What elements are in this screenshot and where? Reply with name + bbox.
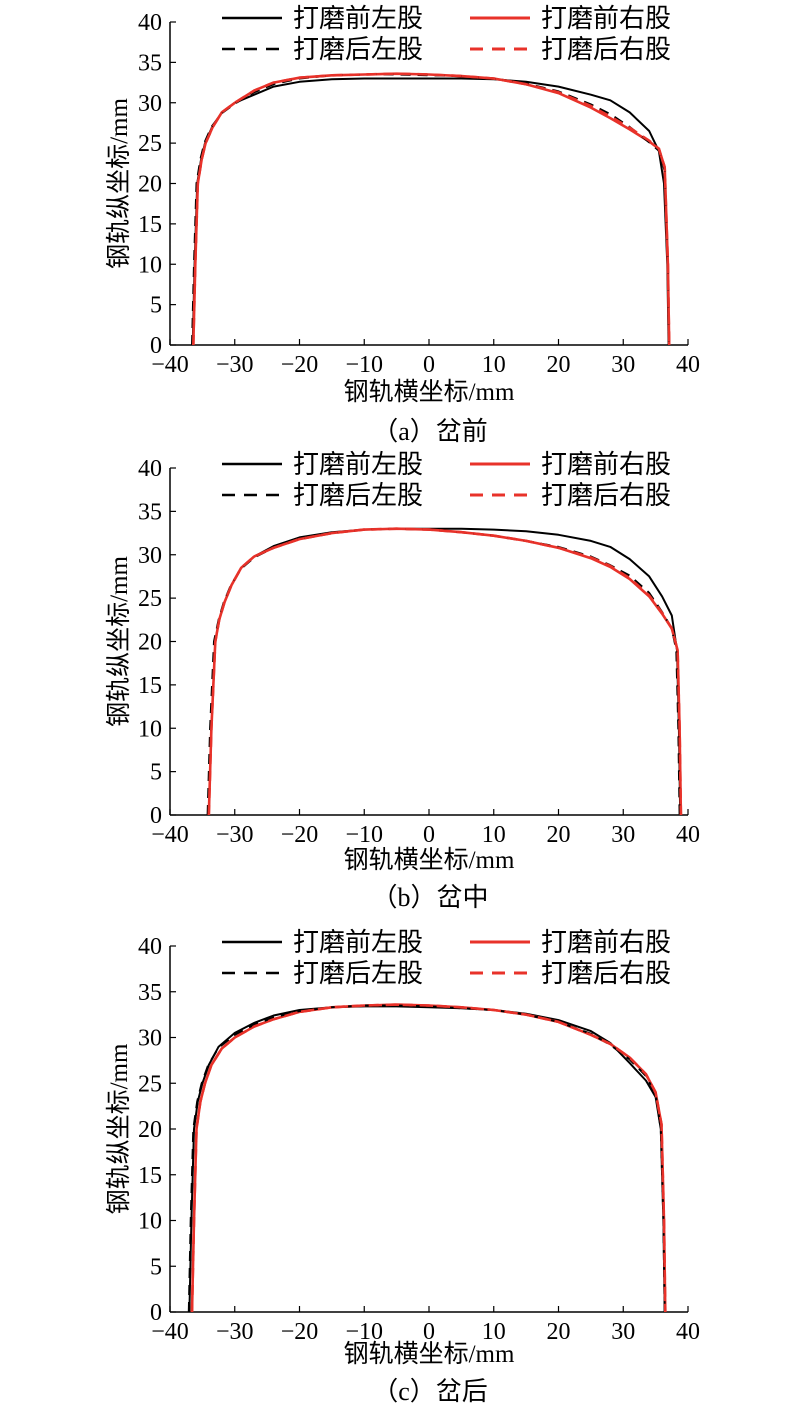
series-line-1 xyxy=(192,72,671,346)
x-tick-label: 20 xyxy=(547,1319,571,1345)
panel-caption: （c）岔后 xyxy=(372,1377,488,1406)
x-tick-label: −40 xyxy=(151,1319,189,1345)
series-line-3 xyxy=(190,1003,667,1313)
chart-panel-2: −40 −30 −20 −10 0 10 20 30 40 0 5 10 15 20 25 30 35 40 钢轨横… xyxy=(105,928,700,1406)
y-tick-label: 0 xyxy=(150,1300,162,1326)
x-tick-label: −30 xyxy=(216,352,254,378)
x-tick-label: −20 xyxy=(281,1319,319,1345)
y-tick-label: 25 xyxy=(138,131,162,157)
y-tick-label: 35 xyxy=(138,980,162,1006)
x-tick-label: 30 xyxy=(611,352,635,378)
x-axis-label: 钢轨横坐标/mm xyxy=(344,846,515,874)
y-tick-label: 40 xyxy=(138,934,162,960)
x-tick-label: −10 xyxy=(345,822,383,848)
y-axis-label: 钢轨纵坐标/mm xyxy=(105,1043,133,1214)
y-tick-label: 10 xyxy=(138,716,162,742)
x-tick-label: −40 xyxy=(151,352,189,378)
x-tick-label: −30 xyxy=(216,1319,254,1345)
y-tick-label: 0 xyxy=(150,803,162,829)
y-tick-label: 0 xyxy=(150,333,162,359)
legend-label: 打磨后右股 xyxy=(541,35,671,64)
y-axis-label: 钢轨纵坐标/mm xyxy=(105,556,133,727)
y-tick-label: 5 xyxy=(150,760,162,786)
series-line-1 xyxy=(190,1003,667,1313)
y-tick-label: 5 xyxy=(150,293,162,319)
y-tick-label: 10 xyxy=(138,252,162,278)
series-line-0 xyxy=(191,77,670,346)
x-tick-label: −20 xyxy=(281,822,319,848)
legend-label: 打磨前左股 xyxy=(293,928,423,957)
legend-label: 打磨后左股 xyxy=(293,481,423,510)
y-tick-label: 20 xyxy=(138,1117,162,1143)
panel-caption: （a）岔前 xyxy=(372,417,488,446)
x-tick-label: 10 xyxy=(482,352,506,378)
legend-label: 打磨前右股 xyxy=(541,450,671,479)
y-tick-label: 5 xyxy=(150,1254,162,1280)
y-axis-label: 钢轨纵坐标/mm xyxy=(105,98,133,269)
legend-label: 打磨前右股 xyxy=(541,4,671,33)
x-tick-label: 0 xyxy=(423,352,435,378)
legend-label: 打磨后右股 xyxy=(541,959,671,988)
chart-panel-0: −40 −30 −20 −10 0 10 20 30 40 0 5 10 15 20 25 30 35 40 钢轨横… xyxy=(105,4,700,446)
x-tick-label: 20 xyxy=(547,352,571,378)
series-line-2 xyxy=(187,1004,666,1313)
x-tick-label: −40 xyxy=(151,822,189,848)
x-tick-label: −30 xyxy=(216,822,254,848)
y-tick-label: 15 xyxy=(138,212,162,238)
legend-label: 打磨前左股 xyxy=(293,450,423,479)
y-tick-label: 40 xyxy=(138,456,162,482)
y-tick-label: 30 xyxy=(138,91,162,117)
x-tick-label: 40 xyxy=(676,352,700,378)
legend-label: 打磨后右股 xyxy=(541,481,671,510)
y-tick-label: 20 xyxy=(138,172,162,198)
y-tick-label: 25 xyxy=(138,586,162,612)
legend-label: 打磨前右股 xyxy=(541,928,671,957)
panel-caption: （b）岔中 xyxy=(371,883,488,912)
y-tick-label: 25 xyxy=(138,1071,162,1097)
x-tick-label: 10 xyxy=(482,822,506,848)
y-tick-label: 10 xyxy=(138,1209,162,1235)
series-line-3 xyxy=(207,527,683,816)
x-tick-label: 30 xyxy=(611,822,635,848)
legend-label: 打磨后左股 xyxy=(293,959,423,988)
series-line-2 xyxy=(191,73,670,346)
y-tick-label: 30 xyxy=(138,1026,162,1052)
chart-panel-1: −40 −30 −20 −10 0 10 20 30 40 0 5 10 15 20 25 30 35 40 钢轨横… xyxy=(105,450,700,912)
x-tick-label: 10 xyxy=(482,1319,506,1345)
legend-label: 打磨后左股 xyxy=(293,35,423,64)
series-line-1 xyxy=(207,527,683,816)
y-tick-label: 15 xyxy=(138,1163,162,1189)
x-tick-label: 0 xyxy=(423,1319,435,1345)
x-tick-label: 40 xyxy=(676,1319,700,1345)
x-tick-label: 40 xyxy=(676,822,700,848)
x-tick-label: 20 xyxy=(547,822,571,848)
x-axis-label: 钢轨横坐标/mm xyxy=(344,1340,515,1368)
y-tick-label: 15 xyxy=(138,673,162,699)
x-tick-label: 30 xyxy=(611,1319,635,1345)
x-axis-label: 钢轨横坐标/mm xyxy=(344,378,515,406)
y-tick-label: 20 xyxy=(138,630,162,656)
x-tick-label: −10 xyxy=(345,352,383,378)
y-tick-label: 35 xyxy=(138,50,162,76)
x-tick-label: 0 xyxy=(423,822,435,848)
x-tick-label: −10 xyxy=(345,1319,383,1345)
x-tick-label: −20 xyxy=(281,352,319,378)
y-tick-label: 35 xyxy=(138,499,162,525)
y-tick-label: 40 xyxy=(138,10,162,36)
series-line-0 xyxy=(207,527,682,816)
y-tick-label: 30 xyxy=(138,543,162,569)
series-line-2 xyxy=(206,527,681,816)
series-line-0 xyxy=(188,1005,666,1313)
legend-label: 打磨前左股 xyxy=(293,4,423,33)
series-line-3 xyxy=(192,72,671,346)
